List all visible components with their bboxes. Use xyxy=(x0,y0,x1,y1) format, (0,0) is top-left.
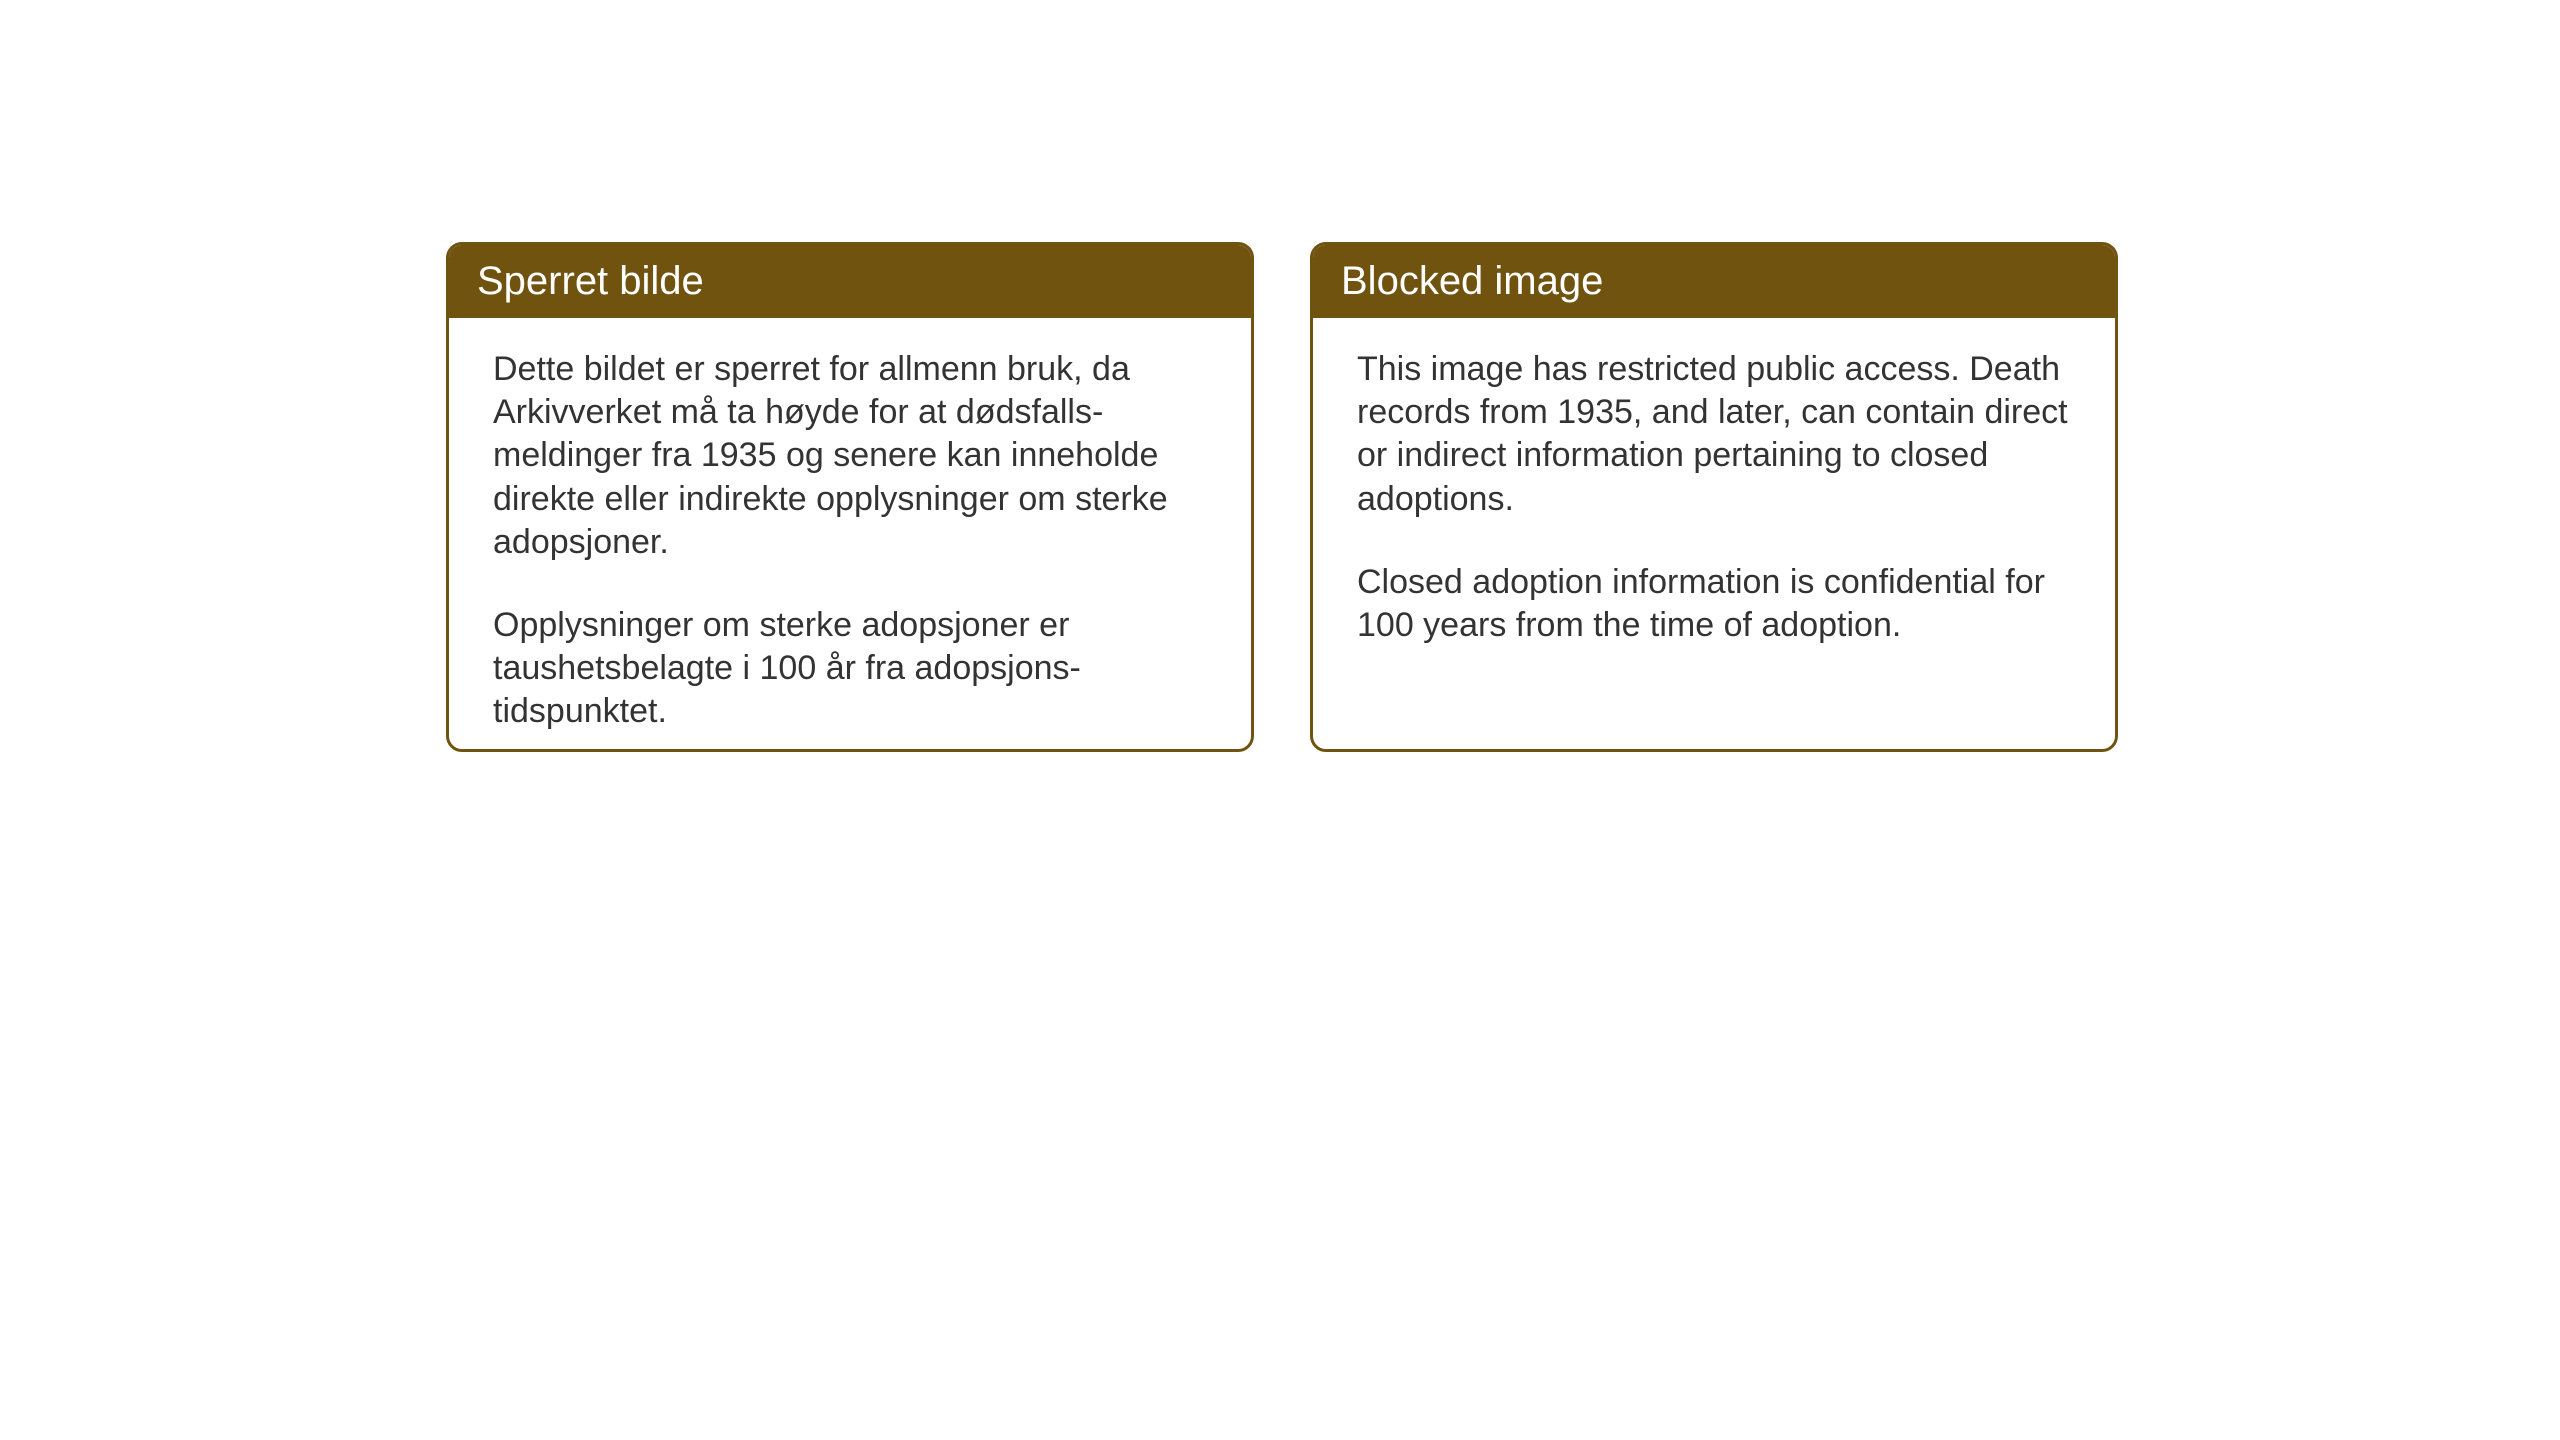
card-header-english: Blocked image xyxy=(1313,245,2115,318)
card-title-norwegian: Sperret bilde xyxy=(477,259,704,303)
card-body-norwegian: Dette bildet er sperret for allmenn bruk… xyxy=(449,318,1251,752)
card-header-norwegian: Sperret bilde xyxy=(449,245,1251,318)
paragraph-english-1: This image has restricted public access.… xyxy=(1357,348,2071,521)
card-body-english: This image has restricted public access.… xyxy=(1313,318,2115,677)
card-english: Blocked image This image has restricted … xyxy=(1310,242,2118,752)
paragraph-english-2: Closed adoption information is confident… xyxy=(1357,561,2071,647)
paragraph-norwegian-2: Opplysninger om sterke adopsjoner er tau… xyxy=(493,604,1207,734)
paragraph-norwegian-1: Dette bildet er sperret for allmenn bruk… xyxy=(493,348,1207,564)
notice-container: Sperret bilde Dette bildet er sperret fo… xyxy=(446,242,2118,752)
card-title-english: Blocked image xyxy=(1341,259,1603,303)
card-norwegian: Sperret bilde Dette bildet er sperret fo… xyxy=(446,242,1254,752)
